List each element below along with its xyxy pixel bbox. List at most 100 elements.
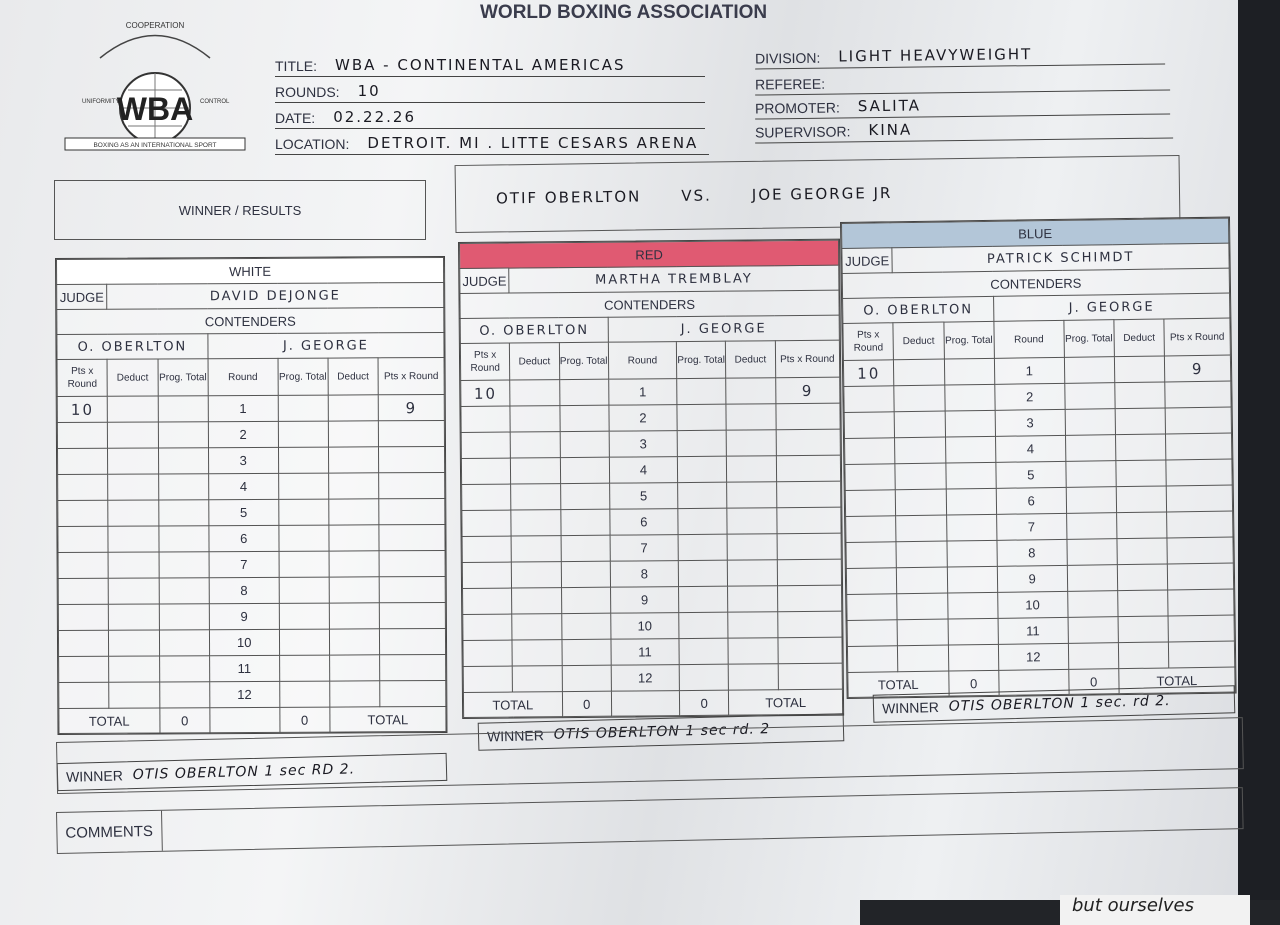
deduct-a	[107, 447, 159, 475]
deduct-a	[108, 629, 160, 657]
svg-text:UNIFORMITY: UNIFORMITY	[82, 99, 119, 105]
pts-a: 10	[57, 396, 108, 423]
pts-a	[460, 406, 511, 433]
pts-a	[845, 515, 897, 543]
round-row: 3	[57, 446, 445, 475]
prog-total-b	[1067, 590, 1118, 618]
pts-a	[57, 474, 109, 501]
prog-total-b	[1065, 434, 1116, 462]
round-number: 8	[209, 577, 279, 604]
deduct-b	[728, 637, 778, 665]
scorecard-white: WHITE JUDGE DAVID DEJONGE CONTENDERS O. O…	[55, 255, 448, 735]
deduct-a	[896, 567, 948, 594]
prog-total-a	[159, 681, 210, 708]
prog-total-a	[947, 618, 999, 646]
prog-total-b	[277, 395, 329, 422]
prog-total-b	[1067, 616, 1119, 644]
field-label: PROMOTER:	[754, 99, 840, 117]
contender-a: O. OBERLTON	[56, 333, 208, 360]
field-value: KINA	[868, 120, 913, 140]
deduct-b	[1115, 459, 1167, 487]
pts-a	[462, 562, 512, 589]
round-number: 6	[996, 487, 1067, 515]
total-label-right: TOTAL	[329, 706, 446, 733]
prog-total-b	[677, 508, 728, 535]
deduct-a	[108, 577, 159, 605]
deduct-b	[1117, 615, 1169, 643]
column-header: Pts x Round	[460, 343, 510, 381]
prog-total-a	[159, 655, 210, 682]
prog-total-b	[278, 525, 329, 552]
column-header: Pts x Round	[774, 340, 840, 378]
round-number: 10	[610, 612, 679, 640]
round-row: 10	[462, 611, 842, 641]
pts-b	[378, 498, 445, 525]
field-value: 10	[357, 82, 381, 100]
prog-total-b	[1065, 486, 1117, 514]
deduct-b	[726, 481, 777, 509]
pts-a	[57, 448, 108, 475]
round-number: 2	[208, 421, 279, 448]
round-row: 6	[461, 507, 842, 537]
deduct-b	[726, 403, 776, 431]
column-header: Pts x Round	[378, 357, 445, 395]
prog-total-a	[561, 665, 612, 692]
judge-label: JUDGE	[56, 284, 108, 310]
prog-total-a	[560, 535, 611, 562]
column-header: Pts x Round	[1164, 318, 1231, 356]
prog-total-a	[944, 410, 996, 438]
round-number: 1	[208, 395, 278, 422]
field-label: LOCATION:	[275, 136, 350, 152]
deduct-a	[897, 619, 949, 646]
prog-total-a	[945, 488, 997, 516]
total-spacer	[611, 690, 680, 717]
svg-text:COOPERATION: COOPERATION	[126, 21, 185, 30]
round-row: 6	[57, 524, 446, 553]
round-number: 11	[610, 638, 680, 666]
prog-total-a	[945, 462, 997, 490]
deduct-b	[1114, 381, 1166, 409]
corner-color-header: RED	[459, 240, 839, 269]
field-label: DATE:	[275, 110, 316, 126]
round-number: 11	[209, 655, 280, 682]
deduct-a	[511, 535, 561, 563]
field-label: REFEREE:	[754, 75, 826, 93]
pts-a	[843, 385, 895, 413]
deduct-b	[329, 576, 380, 604]
column-header: Deduct	[893, 322, 945, 360]
prog-total-a	[561, 639, 611, 666]
pts-a	[58, 682, 110, 709]
deduct-b	[1118, 641, 1169, 669]
prog-total-b	[676, 404, 727, 431]
deduct-a	[109, 681, 160, 709]
round-row: 5	[57, 498, 445, 527]
deduct-a	[510, 405, 560, 433]
deduct-b	[728, 663, 778, 691]
deduct-a	[107, 395, 158, 423]
pts-a	[847, 619, 898, 647]
deduct-a	[509, 379, 560, 407]
prog-total-a	[159, 629, 210, 656]
round-number: 3	[995, 409, 1066, 437]
deduct-a	[895, 463, 946, 490]
pts-b: 9	[378, 394, 445, 421]
round-number: 3	[208, 447, 279, 474]
deduct-a	[895, 515, 947, 542]
svg-text:CONTROL: CONTROL	[200, 99, 230, 105]
round-row: 3	[461, 429, 841, 459]
deduct-b	[1114, 407, 1166, 435]
prog-total-b	[1066, 564, 1118, 592]
pts-a	[847, 645, 899, 673]
field-date: DATE: 02.22.26	[275, 104, 705, 129]
judge-name: DAVID DEJONGE	[106, 282, 444, 310]
round-number: 7	[609, 534, 679, 562]
column-header: Deduct	[725, 340, 776, 379]
round-number: 8	[996, 539, 1067, 567]
deduct-b	[1116, 511, 1168, 539]
comments-box: COMMENTS	[56, 787, 1244, 854]
round-number: 12	[209, 681, 280, 708]
deduct-b	[328, 446, 379, 474]
prog-total-a	[945, 436, 996, 464]
round-number: 5	[995, 461, 1066, 489]
deduct-b	[328, 472, 379, 500]
